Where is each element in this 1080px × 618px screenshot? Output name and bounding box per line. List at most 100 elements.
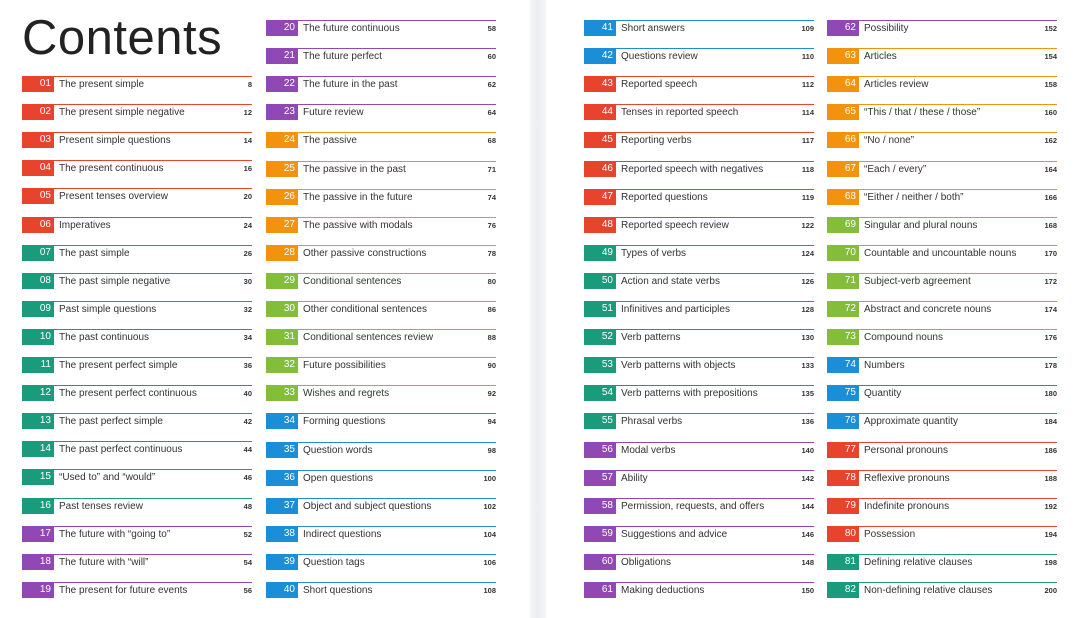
page-number: 117 — [801, 136, 814, 146]
contents-entry[interactable]: 05 Present tenses overview 20 — [22, 188, 252, 205]
contents-entry[interactable]: 14 The past perfect continuous 44 — [22, 441, 252, 458]
contents-entry[interactable]: 25 The passive in the past 71 — [266, 160, 496, 178]
contents-entry[interactable]: 01 The present simple 8 — [22, 76, 252, 93]
contents-entry[interactable]: 06 Imperatives 24 — [22, 216, 252, 234]
contents-entry[interactable]: 67 “Each / every” 164 — [827, 160, 1057, 178]
contents-entry[interactable]: 46 Reported speech with negatives 118 — [584, 160, 814, 178]
contents-entry[interactable]: 29 Conditional sentences 80 — [266, 272, 496, 290]
chapter-title: The future perfect — [303, 51, 382, 63]
chapter-number-badge: 16 — [22, 497, 54, 514]
contents-entry[interactable]: 12 The present perfect continuous 40 — [22, 385, 252, 402]
contents-entry[interactable]: 80 Possession 194 — [827, 525, 1057, 543]
contents-entry[interactable]: 31 Conditional sentences review 88 — [266, 329, 496, 346]
contents-entry[interactable]: 44 Tenses in reported speech 114 — [584, 104, 814, 121]
contents-entry[interactable]: 15 “Used to” and “would” 46 — [22, 469, 252, 486]
contents-entry[interactable]: 49 Types of verbs 124 — [584, 244, 814, 262]
contents-entry[interactable]: 74 Numbers 178 — [827, 357, 1057, 374]
contents-entry[interactable]: 27 The passive with modals 76 — [266, 216, 496, 234]
contents-entry[interactable]: 56 Modal verbs 140 — [584, 441, 814, 459]
contents-entry[interactable]: 26 The passive in the future 74 — [266, 188, 496, 206]
contents-entry[interactable]: 36 Open questions 100 — [266, 469, 496, 487]
contents-entry[interactable]: 82 Non-defining relative clauses 200 — [827, 582, 1057, 599]
chapter-title: Past simple questions — [59, 303, 157, 315]
contents-entry[interactable]: 09 Past simple questions 32 — [22, 300, 252, 318]
contents-entry[interactable]: 18 The future with “will” 54 — [22, 553, 252, 571]
contents-entry[interactable]: 75 Quantity 180 — [827, 385, 1057, 402]
contents-entry[interactable]: 42 Questions review 110 — [584, 48, 814, 65]
contents-entry[interactable]: 24 The passive 68 — [266, 132, 496, 149]
contents-entry[interactable]: 69 Singular and plural nouns 168 — [827, 216, 1057, 234]
contents-entry[interactable]: 30 Other conditional sentences 86 — [266, 301, 496, 318]
contents-entry[interactable]: 08 The past simple negative 30 — [22, 272, 252, 290]
contents-entry[interactable]: 04 The present continuous 16 — [22, 160, 252, 177]
contents-entry[interactable]: 59 Suggestions and advice 146 — [584, 525, 814, 543]
contents-entry[interactable]: 16 Past tenses review 48 — [22, 497, 252, 515]
contents-entry[interactable]: 20 The future continuous 58 — [266, 20, 496, 37]
contents-entry[interactable]: 77 Personal pronouns 186 — [827, 441, 1057, 459]
contents-entry[interactable]: 65 “This / that / these / those” 160 — [827, 104, 1057, 121]
contents-entry[interactable]: 03 Present simple questions 14 — [22, 132, 252, 149]
contents-entry[interactable]: 70 Countable and uncountable nouns 170 — [827, 244, 1057, 262]
contents-entry[interactable]: 52 Verb patterns 130 — [584, 329, 814, 346]
contents-entry[interactable]: 34 Forming questions 94 — [266, 413, 496, 430]
contents-entry[interactable]: 43 Reported speech 112 — [584, 76, 814, 93]
contents-entry[interactable]: 40 Short questions 108 — [266, 582, 496, 599]
contents-entry[interactable]: 78 Reflexive pronouns 188 — [827, 469, 1057, 487]
contents-entry[interactable]: 66 “No / none” 162 — [827, 132, 1057, 149]
contents-entry[interactable]: 28 Other passive constructions 78 — [266, 244, 496, 262]
contents-entry[interactable]: 60 Obligations 148 — [584, 553, 814, 571]
contents-entry[interactable]: 19 The present for future events 56 — [22, 581, 252, 599]
contents-entry[interactable]: 48 Reported speech review 122 — [584, 216, 814, 234]
contents-entry[interactable]: 55 Phrasal verbs 136 — [584, 413, 814, 430]
contents-entry[interactable]: 22 The future in the past 62 — [266, 76, 496, 93]
contents-entry[interactable]: 71 Subject-verb agreement 172 — [827, 272, 1057, 290]
contents-entry[interactable]: 68 “Either / neither / both” 166 — [827, 188, 1057, 206]
contents-entry[interactable]: 58 Permission, requests, and offers 144 — [584, 497, 814, 515]
chapter-number-badge: 10 — [22, 328, 54, 345]
page-number: 198 — [1044, 557, 1057, 567]
page-number: 26 — [243, 248, 252, 258]
chapter-title: The present continuous — [59, 163, 164, 175]
contents-entry[interactable]: 76 Approximate quantity 184 — [827, 413, 1057, 430]
contents-entry[interactable]: 41 Short answers 109 — [584, 20, 814, 37]
page-number: 54 — [243, 557, 252, 567]
contents-entry[interactable]: 64 Articles review 158 — [827, 76, 1057, 93]
contents-entry[interactable]: 10 The past continuous 34 — [22, 328, 252, 346]
contents-entry[interactable]: 32 Future possibilities 90 — [266, 357, 496, 374]
contents-entry[interactable]: 13 The past perfect simple 42 — [22, 413, 252, 430]
contents-entry[interactable]: 11 The present perfect simple 36 — [22, 357, 252, 374]
contents-entry[interactable]: 72 Abstract and concrete nouns 174 — [827, 301, 1057, 318]
chapter-title: Short questions — [303, 585, 373, 596]
contents-entry[interactable]: 23 Future review 64 — [266, 104, 496, 121]
contents-entry[interactable]: 79 Indefinite pronouns 192 — [827, 497, 1057, 515]
contents-entry[interactable]: 54 Verb patterns with prepositions 135 — [584, 385, 814, 402]
chapter-number-badge: 37 — [266, 497, 298, 514]
contents-entry[interactable]: 21 The future perfect 60 — [266, 48, 496, 65]
page-number: 20 — [243, 192, 252, 202]
contents-entry[interactable]: 45 Reporting verbs 117 — [584, 132, 814, 149]
contents-entry[interactable]: 57 Ability 142 — [584, 469, 814, 487]
page-number: 94 — [487, 417, 496, 427]
chapter-number-badge: 50 — [584, 272, 616, 289]
contents-entry[interactable]: 61 Making deductions 150 — [584, 582, 814, 599]
contents-entry[interactable]: 35 Question words 98 — [266, 441, 496, 459]
contents-entry[interactable]: 33 Wishes and regrets 92 — [266, 385, 496, 402]
contents-entry[interactable]: 53 Verb patterns with objects 133 — [584, 357, 814, 374]
contents-entry[interactable]: 62 Possibility 152 — [827, 20, 1057, 37]
contents-entry[interactable]: 47 Reported questions 119 — [584, 188, 814, 206]
contents-entry[interactable]: 17 The future with “going to” 52 — [22, 525, 252, 543]
page-number: 184 — [1044, 417, 1057, 427]
contents-entry[interactable]: 81 Defining relative clauses 198 — [827, 553, 1057, 571]
contents-entry[interactable]: 51 Infinitives and participles 128 — [584, 301, 814, 318]
chapter-title: The present perfect continuous — [59, 388, 197, 400]
contents-entry[interactable]: 07 The past simple 26 — [22, 244, 252, 262]
contents-entry[interactable]: 73 Compound nouns 176 — [827, 329, 1057, 346]
contents-entry[interactable]: 37 Object and subject questions 102 — [266, 497, 496, 515]
chapter-title: Abstract and concrete nouns — [864, 304, 992, 315]
contents-entry[interactable]: 02 The present simple negative 12 — [22, 104, 252, 121]
contents-entry[interactable]: 38 Indirect questions 104 — [266, 525, 496, 543]
contents-entry[interactable]: 50 Action and state verbs 126 — [584, 272, 814, 290]
contents-entry[interactable]: 39 Question tags 106 — [266, 553, 496, 571]
contents-entry[interactable]: 63 Articles 154 — [827, 48, 1057, 65]
chapter-number-badge: 26 — [266, 188, 298, 205]
